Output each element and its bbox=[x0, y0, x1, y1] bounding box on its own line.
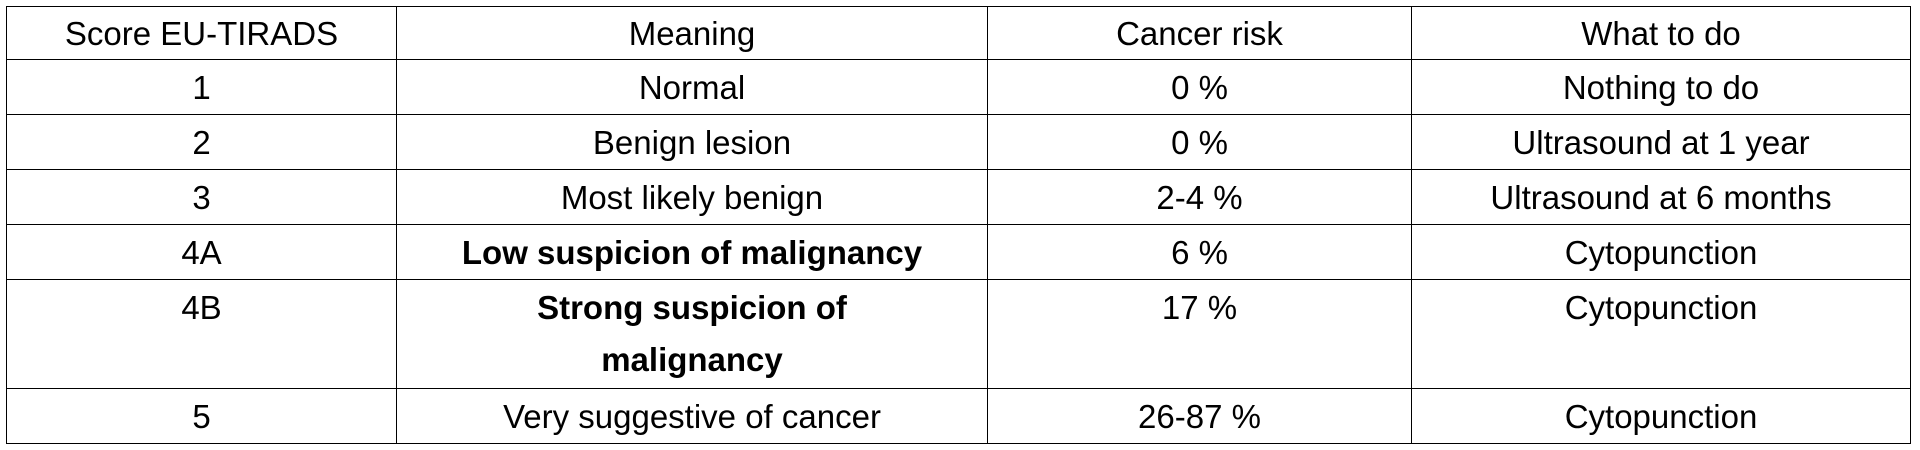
cell: 2 bbox=[6, 114, 397, 170]
cell: 4B bbox=[6, 279, 397, 389]
row: 1 Normal 0 % Nothing to do bbox=[6, 59, 1911, 115]
header-row: Score EU-TIRADS Meaning Cancer risk What… bbox=[6, 6, 1911, 60]
cell: Cytopunction bbox=[1411, 224, 1911, 280]
header-cell: Score EU-TIRADS bbox=[6, 6, 397, 60]
cell: Ultrasound at 6 months bbox=[1411, 169, 1911, 225]
cell: Strong suspicion of malignancy bbox=[396, 279, 988, 389]
header-cell: Cancer risk bbox=[987, 6, 1412, 60]
cell: Cytopunction bbox=[1411, 388, 1911, 444]
cell: 1 bbox=[6, 59, 397, 115]
cell: Most likely benign bbox=[396, 169, 988, 225]
cell: Low suspicion of malignancy bbox=[396, 224, 988, 280]
cell: Very suggestive of cancer bbox=[396, 388, 988, 444]
header-cell: Meaning bbox=[396, 6, 988, 60]
tirads-table: Score EU-TIRADS Meaning Cancer risk What… bbox=[6, 6, 1911, 444]
cell: Ultrasound at 1 year bbox=[1411, 114, 1911, 170]
header-cell: What to do bbox=[1411, 6, 1911, 60]
cell: 0 % bbox=[987, 59, 1412, 115]
cell: 6 % bbox=[987, 224, 1412, 280]
cell: 3 bbox=[6, 169, 397, 225]
row: 5 Very suggestive of cancer 26-87 % Cyto… bbox=[6, 388, 1911, 444]
row: 3 Most likely benign 2-4 % Ultrasound at… bbox=[6, 169, 1911, 225]
cell: 4A bbox=[6, 224, 397, 280]
cell: Nothing to do bbox=[1411, 59, 1911, 115]
cell: 2-4 % bbox=[987, 169, 1412, 225]
cell: 5 bbox=[6, 388, 397, 444]
cell: 0 % bbox=[987, 114, 1412, 170]
cell: Cytopunction bbox=[1411, 279, 1911, 389]
cell: Normal bbox=[396, 59, 988, 115]
row: 4B Strong suspicion of malignancy 17 % C… bbox=[6, 279, 1911, 389]
cell: 26-87 % bbox=[987, 388, 1412, 444]
cell: Benign lesion bbox=[396, 114, 988, 170]
row: 2 Benign lesion 0 % Ultrasound at 1 year bbox=[6, 114, 1911, 170]
row: 4A Low suspicion of malignancy 6 % Cytop… bbox=[6, 224, 1911, 280]
cell: 17 % bbox=[987, 279, 1412, 389]
